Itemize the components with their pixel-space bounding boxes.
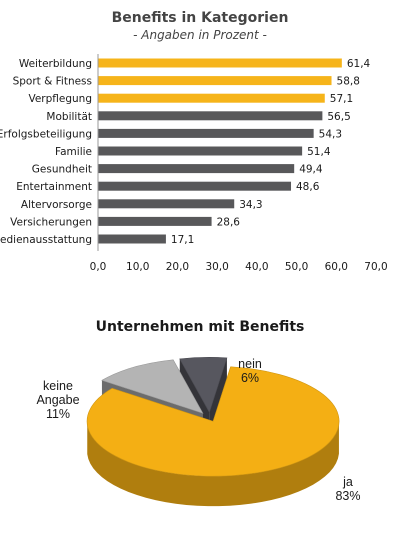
bar	[98, 216, 212, 226]
pie-label: nein 6%	[238, 357, 262, 385]
category-label: Verpflegung	[28, 93, 92, 105]
bar	[98, 181, 292, 191]
category-label: Weiterbildung	[19, 58, 92, 70]
bar	[98, 111, 323, 121]
pie-label-name: keine	[43, 379, 73, 393]
category-label: Medienausstattung	[0, 234, 92, 246]
pie-label-percent: 11%	[46, 407, 70, 421]
bar	[98, 234, 166, 244]
category-label: Erfolgsbeteiligung	[0, 128, 92, 140]
bar	[98, 58, 342, 68]
pie-label-percent: 6%	[241, 371, 259, 385]
category-label: Sport & Fitness	[13, 76, 92, 88]
bar	[98, 93, 325, 103]
bar-value-label: 34,3	[239, 199, 262, 211]
slice-side	[87, 423, 339, 507]
slice-top	[101, 359, 204, 414]
x-tick-label: 40,0	[245, 261, 268, 273]
category-label: Mobilität	[46, 111, 92, 123]
pie-slice	[86, 366, 340, 507]
category-label: Familie	[55, 146, 92, 158]
x-tick-label: 50,0	[285, 261, 308, 273]
bar-value-label: 49,4	[299, 164, 323, 176]
pie-label-name: nein	[238, 357, 262, 371]
pie-label-percent: 83%	[335, 489, 360, 503]
pie-label: keine Angabe 11%	[36, 379, 79, 421]
slice-top	[86, 366, 340, 477]
bar-value-label: 17,1	[171, 234, 194, 246]
bar-value-label: 57,1	[330, 93, 353, 105]
bar	[98, 76, 332, 86]
pie-3d	[86, 357, 340, 507]
x-axis-ticks: 0,0 10,0 20,0 30,0 40,0 50,0 60,0 70,0	[90, 261, 388, 273]
category-label: Gesundheit	[32, 164, 92, 176]
bar-value-label: 58,8	[337, 76, 360, 88]
pie-labels: ja 83% keine Angabe 11% nein 6%	[36, 357, 360, 503]
bar	[98, 128, 314, 138]
pie-chart-title: Unternehmen mit Benefits	[96, 319, 305, 335]
pie-chart: Unternehmen mit Benefits ja 83% keine Angab…	[36, 319, 361, 507]
bar-value-label: 48,6	[296, 181, 320, 193]
x-tick-label: 20,0	[166, 261, 189, 273]
bar-series: Weiterbildung 61,4 Sport & Fitness 58,8 Verp…	[0, 58, 371, 246]
bar-chart-subtitle: - Angaben in Prozent -	[133, 28, 267, 42]
pie-label-name: Angabe	[36, 393, 79, 407]
category-label: Entertainment	[16, 181, 92, 193]
bar-value-label: 61,4	[347, 58, 371, 70]
pie-label-name: ja	[342, 475, 353, 489]
bar-chart: Benefits in Kategorien - Angaben in Proz…	[0, 10, 388, 273]
x-tick-label: 10,0	[126, 261, 149, 273]
bar-value-label: 51,4	[307, 146, 331, 158]
x-tick-label: 70,0	[364, 261, 387, 273]
bar	[98, 146, 303, 156]
bar	[98, 199, 235, 209]
category-label: Versicherungen	[10, 216, 92, 228]
x-tick-label: 60,0	[325, 261, 348, 273]
x-tick-label: 0,0	[90, 261, 107, 273]
pie-label: ja 83%	[335, 475, 360, 503]
bar-value-label: 28,6	[217, 216, 241, 228]
category-label: Altervorsorge	[21, 199, 92, 211]
x-tick-label: 30,0	[205, 261, 228, 273]
slice-top	[179, 357, 228, 414]
bar-value-label: 56,5	[327, 111, 350, 123]
bar-value-label: 54,3	[319, 128, 342, 140]
bar-chart-title: Benefits in Kategorien	[112, 10, 289, 26]
bar	[98, 164, 295, 174]
